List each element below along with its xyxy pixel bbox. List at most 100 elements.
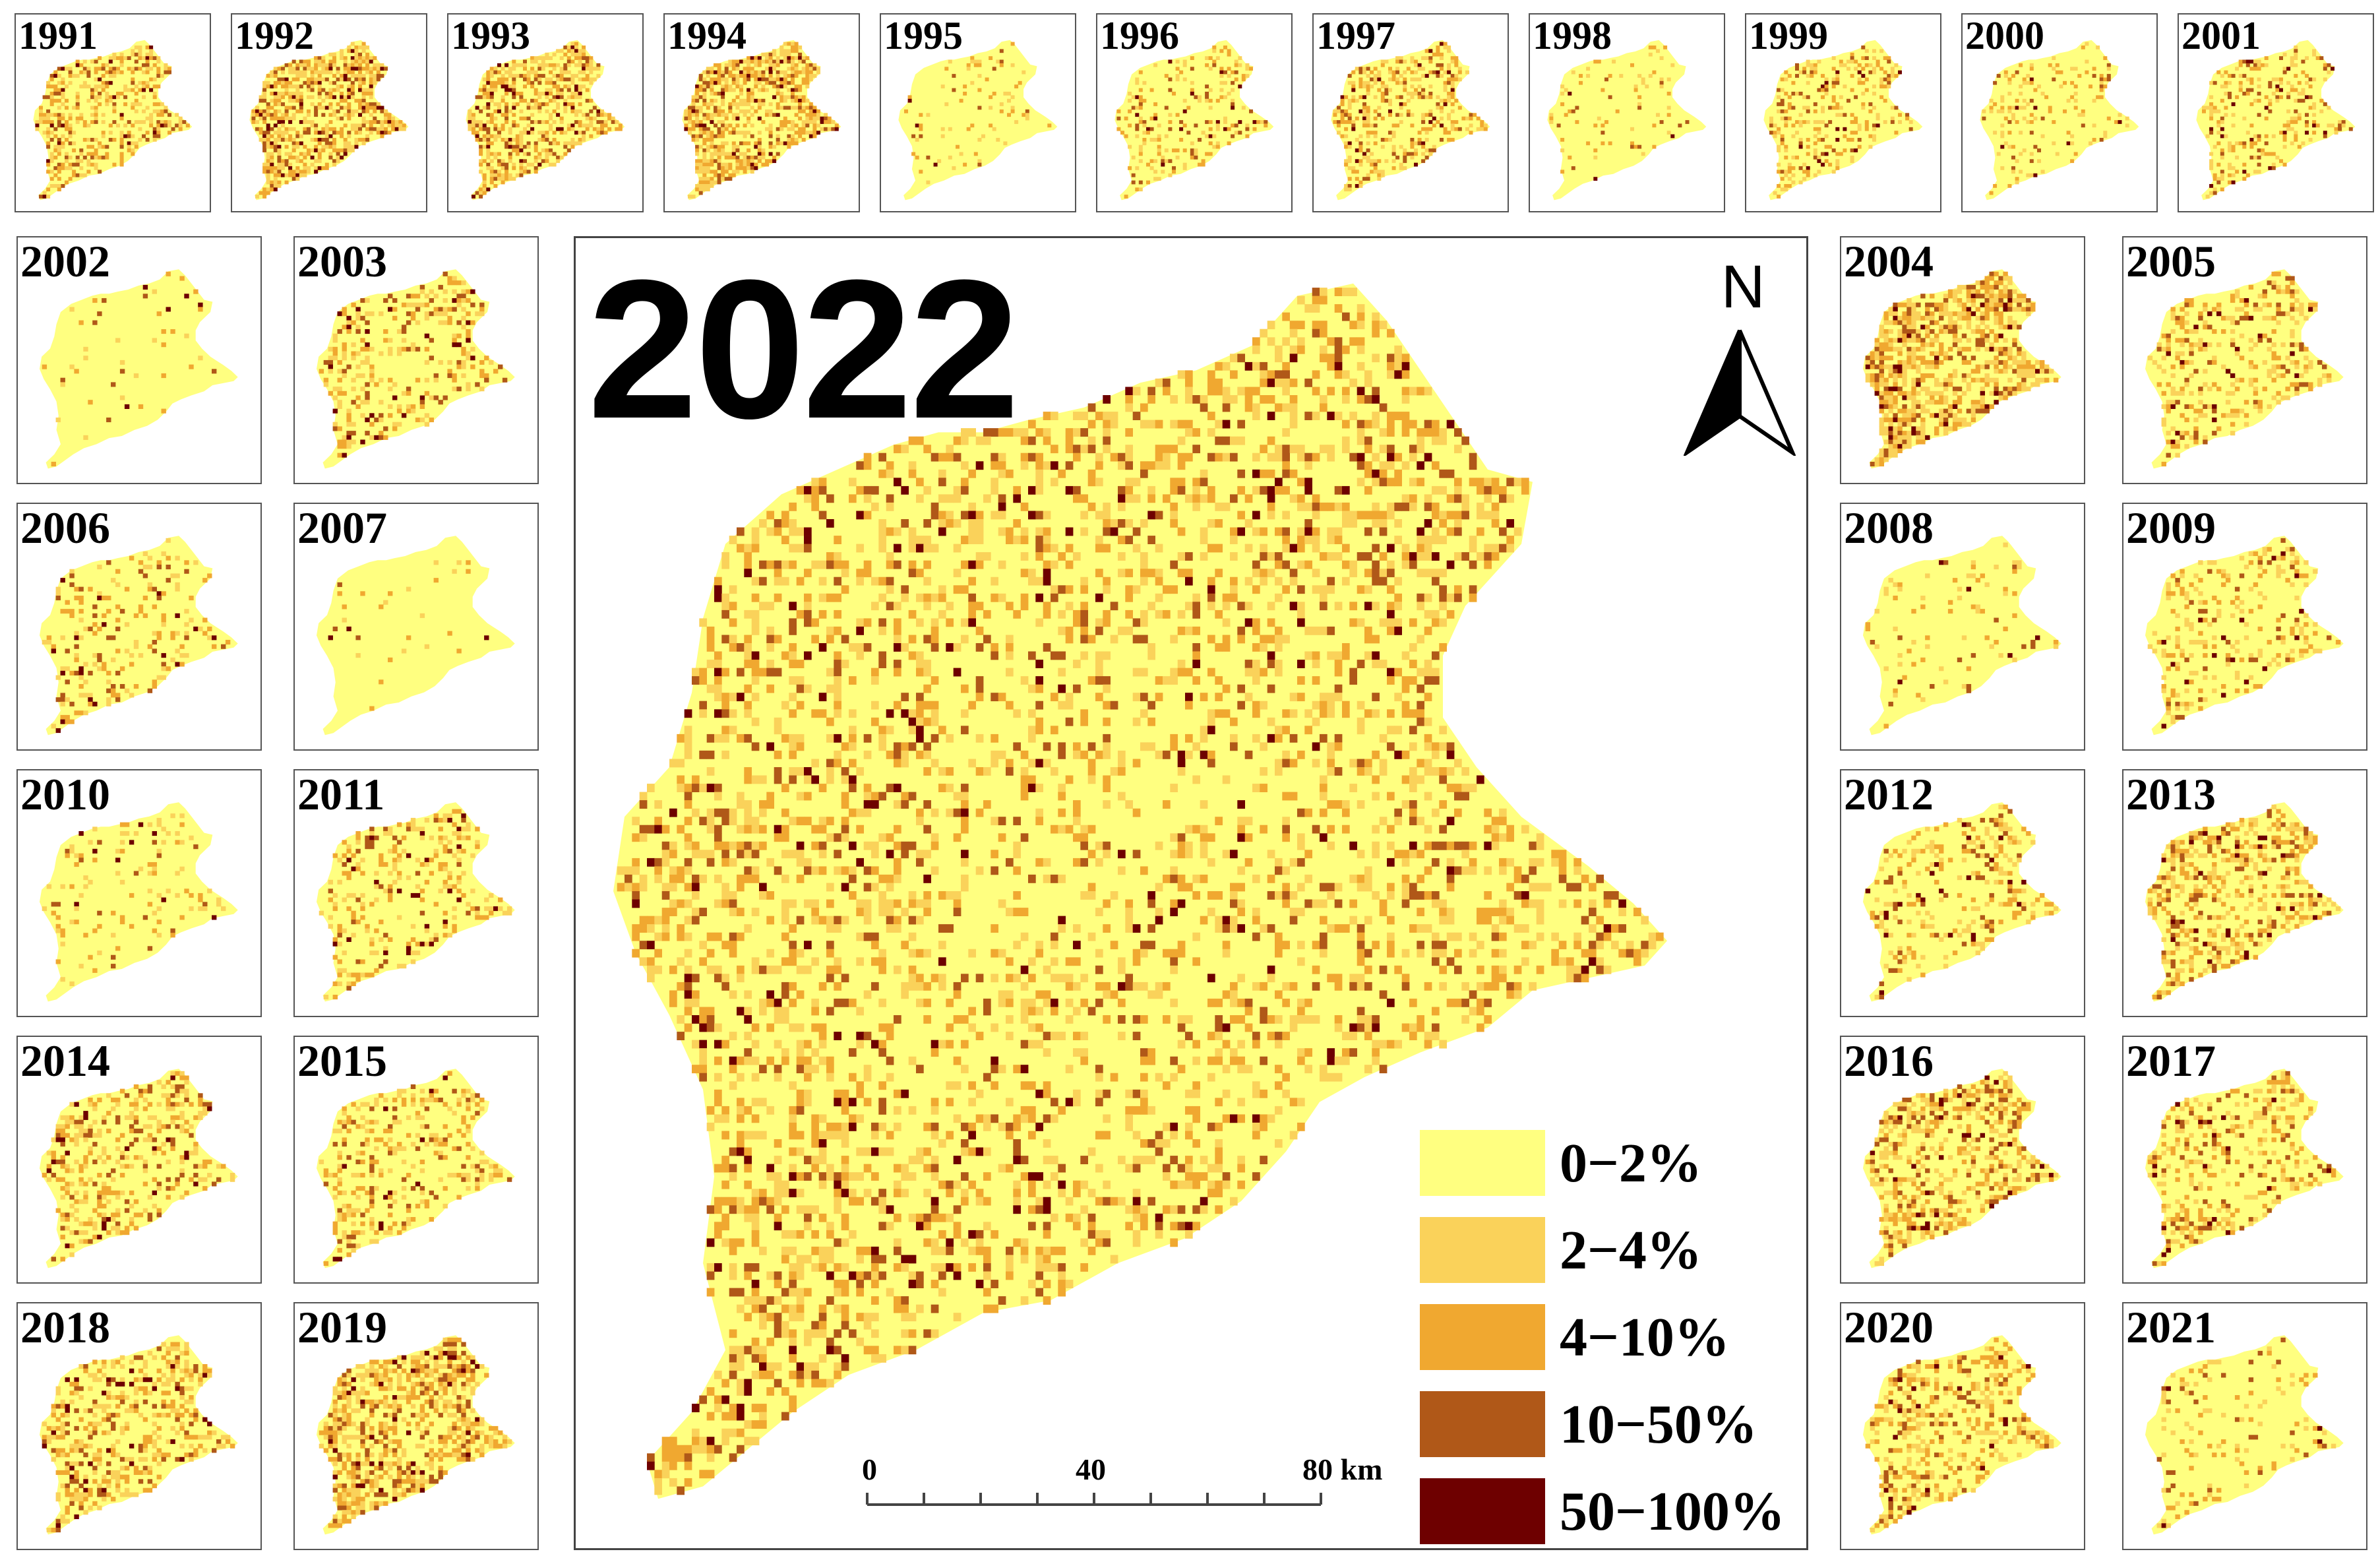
small-map-2007: 2007 xyxy=(293,503,539,751)
small-map-svg xyxy=(39,536,238,735)
small-map-year-label: 2011 xyxy=(297,769,385,819)
region-base xyxy=(1862,536,2061,735)
small-map-svg xyxy=(2196,40,2356,201)
small-map-2016: 2016 xyxy=(1840,1036,2085,1284)
main-map-panel: 2022 N 0−2% 2−4% 4−10% 10−50% 50−100% 0 40 80 … xyxy=(574,236,1808,1550)
small-map-year-label: 2000 xyxy=(1965,14,2044,57)
pixel-layer xyxy=(42,813,226,986)
small-map-2018: 2018 xyxy=(16,1302,262,1550)
small-map-2019: 2019 xyxy=(293,1302,539,1550)
pixel-layer xyxy=(1982,42,2129,195)
small-map-2014: 2014 xyxy=(16,1036,262,1284)
pixel-layer xyxy=(328,560,489,711)
pixel-layer xyxy=(2202,46,2353,199)
small-map-year-label: 1995 xyxy=(884,14,963,57)
small-map-svg xyxy=(39,1335,238,1535)
legend-item: 50−100% xyxy=(1420,1478,1806,1544)
small-map-svg xyxy=(2145,1069,2344,1268)
small-map-2021: 2021 xyxy=(2122,1302,2367,1550)
pixel-layer xyxy=(1549,46,1690,181)
small-map-svg xyxy=(39,269,238,469)
small-map-1991: 1991 xyxy=(15,13,211,212)
small-map-year-label: 2015 xyxy=(297,1036,387,1086)
region-base xyxy=(39,1335,238,1535)
pixel-layer xyxy=(319,1071,512,1266)
small-map-2015: 2015 xyxy=(293,1036,539,1284)
small-map-year-label: 2003 xyxy=(297,236,387,286)
north-arrow-icon xyxy=(1684,329,1796,456)
small-map-svg xyxy=(316,269,515,469)
legend-label: 2−4% xyxy=(1560,1220,1702,1281)
small-map-1994: 1994 xyxy=(663,13,860,212)
region-base xyxy=(249,40,409,201)
small-map-year-label: 2006 xyxy=(20,503,110,553)
main-map-svg xyxy=(613,283,1667,1499)
small-map-1993: 1993 xyxy=(447,13,644,212)
pixel-layer xyxy=(42,1071,235,1262)
pixel-layer xyxy=(904,42,1052,185)
scale-bar-label: 40 xyxy=(1076,1453,1106,1486)
pixel-layer xyxy=(2147,804,2341,1000)
small-map-year-label: 2007 xyxy=(297,503,387,553)
pixel-layer xyxy=(1865,542,2059,729)
scale-bar-label: 80 km xyxy=(1302,1453,1383,1486)
small-map-svg xyxy=(1331,40,1490,201)
small-map-1999: 1999 xyxy=(1745,13,1941,212)
main-map-year-title: 2022 xyxy=(588,238,1020,460)
legend-item: 4−10% xyxy=(1420,1304,1806,1370)
pixel-layer xyxy=(2147,538,2341,729)
pixel-layer xyxy=(251,42,406,199)
legend-swatch xyxy=(1420,1130,1545,1196)
region-base xyxy=(1980,40,2139,201)
small-map-2001: 2001 xyxy=(2178,13,2374,212)
small-map-svg xyxy=(39,1069,238,1268)
small-map-svg xyxy=(1862,1069,2061,1268)
region-base xyxy=(2145,1069,2344,1268)
region-base xyxy=(39,536,238,735)
small-map-svg xyxy=(1862,269,2061,469)
small-map-year-label: 2021 xyxy=(2126,1302,2216,1352)
pixel-layer xyxy=(2147,271,2332,467)
small-map-2012: 2012 xyxy=(1840,769,2085,1017)
small-map-1996: 1996 xyxy=(1096,13,1293,212)
legend-swatch xyxy=(1420,1478,1545,1544)
small-map-year-label: 1993 xyxy=(451,14,530,57)
small-map-svg xyxy=(898,40,1058,201)
small-map-year-label: 1992 xyxy=(235,14,314,57)
small-map-2003: 2003 xyxy=(293,236,539,484)
small-map-svg xyxy=(1114,40,1274,201)
small-map-svg xyxy=(33,40,193,201)
small-map-svg xyxy=(1547,40,1707,201)
legend-item: 2−4% xyxy=(1420,1217,1806,1283)
small-map-year-label: 2002 xyxy=(20,236,110,286)
small-map-svg xyxy=(316,536,515,735)
region-base xyxy=(39,802,238,1002)
small-map-year-label: 2009 xyxy=(2126,503,2216,553)
small-map-2000: 2000 xyxy=(1961,13,2158,212)
small-map-svg xyxy=(1862,802,2061,1002)
north-arrow-label: N xyxy=(1721,253,1765,321)
small-map-2009: 2009 xyxy=(2122,503,2367,751)
small-map-svg xyxy=(39,802,238,1002)
scale-bar-label: 0 xyxy=(862,1453,877,1486)
region-base xyxy=(39,269,238,469)
small-map-2011: 2011 xyxy=(293,769,539,1017)
pixel-layer xyxy=(319,809,512,1000)
legend-swatch xyxy=(1420,1391,1545,1457)
small-map-year-label: 2004 xyxy=(1844,236,1934,286)
small-map-year-label: 2010 xyxy=(20,769,110,819)
pixel-layer xyxy=(1865,804,2059,1000)
small-map-2013: 2013 xyxy=(2122,769,2367,1017)
small-map-year-label: 2008 xyxy=(1844,503,1934,553)
small-map-2005: 2005 xyxy=(2122,236,2367,484)
small-map-year-label: 1999 xyxy=(1749,14,1828,57)
small-map-year-label: 1996 xyxy=(1100,14,1179,57)
small-map-year-label: 2001 xyxy=(2182,14,2261,57)
legend-label: 4−10% xyxy=(1560,1307,1730,1368)
legend-label: 50−100% xyxy=(1560,1481,1785,1542)
legend-swatch xyxy=(1420,1304,1545,1370)
region-base xyxy=(613,283,1667,1499)
small-map-year-label: 1991 xyxy=(18,14,98,57)
small-map-2020: 2020 xyxy=(1840,1302,2085,1550)
legend-swatch xyxy=(1420,1217,1545,1283)
